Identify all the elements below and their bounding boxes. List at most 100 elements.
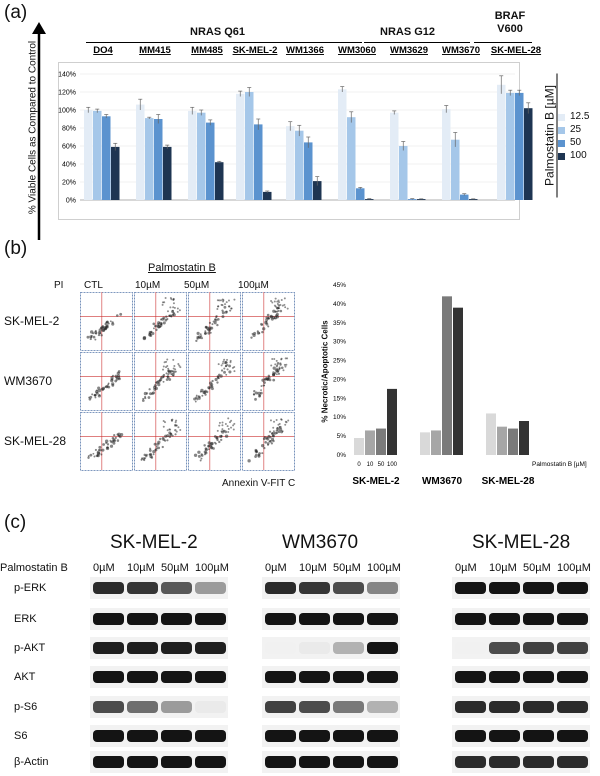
band-WM3670-AKT-0µM (265, 671, 296, 683)
flow-event (161, 301, 164, 304)
conc-unit-label: Palmostatin B [µM] (532, 461, 587, 468)
flow-event (232, 424, 235, 427)
bar-MM415-12.5 (136, 104, 145, 200)
flow-event (281, 430, 284, 433)
flow-event (224, 365, 227, 368)
legend-label: 25 (570, 124, 582, 135)
flow-event (284, 423, 287, 426)
flow-event (168, 435, 172, 439)
flow-event (168, 428, 171, 431)
flow-event (224, 303, 227, 306)
flow-event (109, 444, 114, 448)
flow-event (165, 360, 168, 363)
flow-event (88, 396, 90, 399)
band-WM3670-p-ERK-100µM (367, 582, 398, 594)
flow-event (260, 389, 262, 392)
flow-event (272, 426, 275, 429)
flow-event (276, 310, 279, 313)
y-tick-label: 140% (58, 72, 76, 79)
flow-event (226, 425, 229, 428)
flow-event (107, 382, 110, 385)
flow-event (157, 325, 161, 329)
blot-strip (90, 751, 228, 773)
flow-event (101, 448, 105, 452)
blot-strip (452, 666, 590, 688)
flow-event (224, 434, 229, 438)
band-SK-MEL-28-p-S6-100µM (557, 701, 588, 713)
legend-label: 100 (570, 150, 587, 161)
flow-event (163, 361, 166, 364)
annexin-axis-label: Annexin V-FIT C (222, 478, 296, 489)
flow-event (272, 430, 275, 433)
band-WM3670-p-AKT-10µM (299, 642, 330, 654)
flow-plot (80, 292, 133, 351)
flow-event (162, 380, 165, 383)
band-WM3670-p-S6-100µM (367, 701, 398, 713)
flow-event (278, 422, 281, 425)
flow-event (261, 330, 264, 334)
flow-event (173, 365, 176, 368)
flow-event (284, 357, 287, 360)
flow-event (155, 445, 158, 448)
flow-event (279, 303, 282, 306)
flow-event (227, 305, 230, 308)
flow-event (207, 441, 211, 445)
flow-event (267, 317, 270, 320)
group-underline-q61 (86, 42, 362, 43)
flow-event (168, 315, 171, 317)
flow-event (259, 391, 263, 395)
flow-plot-frame (242, 292, 295, 351)
band-SK-MEL-28-p-ERK-100µM (557, 582, 588, 594)
flow-event (271, 301, 274, 304)
flow-event (176, 307, 179, 310)
flow-event (256, 330, 259, 333)
dose-label: 10µM (127, 562, 155, 574)
band-SK-MEL-28-ERK-100µM (557, 613, 588, 625)
flow-event (197, 335, 201, 339)
flow-event (179, 429, 182, 432)
flow-event (164, 421, 167, 424)
band-SK-MEL-28-ERK-0µM (455, 613, 486, 625)
flow-event (227, 430, 230, 433)
flow-event (203, 453, 207, 456)
flow-event (172, 306, 175, 309)
band-SK-MEL-28-p-AKT-50µM (523, 642, 554, 654)
blot-strip (452, 577, 590, 599)
flow-event (211, 385, 214, 388)
flow-event (254, 397, 257, 401)
bar-DO4-12.5 (84, 110, 93, 200)
flow-event (103, 327, 108, 331)
flow-event (221, 304, 224, 307)
flow-event (210, 441, 214, 446)
flow-event (275, 312, 279, 316)
band-SK-MEL-2-S6-10µM (127, 730, 158, 742)
flow-event (210, 446, 213, 449)
dose-label: 100µM (195, 562, 229, 574)
bar-WM3629-12.5 (390, 112, 399, 200)
flow-event (89, 395, 93, 399)
legend-swatch (558, 153, 565, 160)
flow-event (111, 383, 115, 387)
flow-event (268, 430, 272, 433)
flow-event (253, 390, 256, 393)
legend-item: 12.5 (556, 111, 600, 124)
flow-event (211, 379, 214, 383)
flow-event (113, 433, 116, 437)
flow-event (250, 336, 253, 339)
flow-event (261, 378, 265, 382)
flow-plot-frame (188, 352, 241, 411)
flow-event (109, 439, 112, 442)
flow-event (174, 368, 177, 371)
flow-event (157, 379, 161, 384)
category-label-DO4: DO4 (93, 45, 113, 56)
flow-event (165, 378, 169, 381)
flow-event (107, 385, 111, 389)
flow-event (119, 435, 122, 439)
flow-event (222, 300, 225, 303)
flow-event (154, 381, 158, 384)
flow-event (226, 363, 229, 366)
flow-event (219, 299, 222, 302)
category-label-MM415: MM415 (139, 45, 171, 56)
flow-event (233, 370, 236, 373)
flow-event (140, 458, 143, 461)
